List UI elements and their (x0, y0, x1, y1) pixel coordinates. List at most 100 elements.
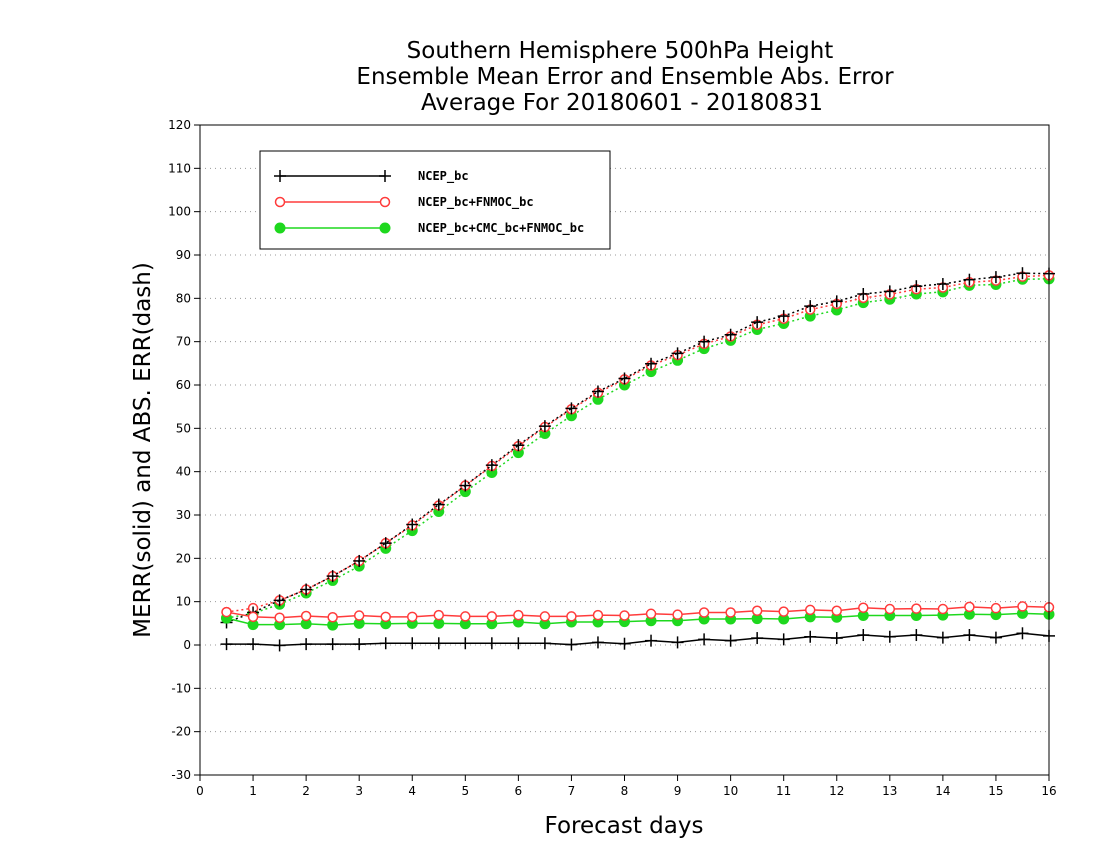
mean-error-point-ncep-bc (830, 632, 843, 645)
y-axis-label: MERR(solid) and ABS. ERR(dash) (130, 262, 156, 638)
mean-error-point-ncep-bc-fnmoc-bc (964, 601, 975, 613)
y-tick-label: -10 (171, 681, 191, 695)
x-tick-label: 4 (408, 784, 416, 798)
legend-marker (379, 196, 391, 208)
mean-error-point-ncep-bc-fnmoc-bc (911, 603, 922, 614)
y-tick-label: 20 (176, 551, 191, 565)
mean-error-series (220, 601, 1055, 652)
mean-error-point-ncep-bc (591, 636, 604, 649)
mean-error-point-ncep-bc (406, 637, 419, 650)
abs-error-point-ncep-bc (300, 583, 313, 596)
abs-error-point-ncep-bc (910, 280, 923, 293)
mean-error-point-ncep-bc (645, 634, 658, 647)
legend-marker (274, 222, 286, 234)
legend-item-ncep-bc-fnmoc-bc: NCEP_bc+FNMOC_bc (274, 195, 534, 210)
abs-error-point-ncep-bc (830, 295, 843, 308)
mean-error-point-ncep-bc-fnmoc-bc (513, 609, 524, 621)
mean-error-point-ncep-bc (724, 634, 737, 647)
mean-error-point-ncep-bc (883, 630, 896, 643)
abs-error-point-ncep-bc (273, 594, 286, 607)
y-tick-label: 40 (176, 465, 191, 479)
mean-error-point-ncep-bc-fnmoc-bc (804, 604, 816, 616)
x-tick-label: 15 (988, 784, 1003, 798)
mean-error-point-ncep-bc-fnmoc-bc (937, 603, 949, 615)
abs-error-point-ncep-bc (724, 328, 737, 341)
mean-error-point-ncep-bc (273, 639, 286, 652)
abs-error-point-ncep-bc (406, 518, 419, 531)
abs-error-point-ncep-bc (591, 385, 604, 398)
mean-error-point-ncep-bc-fnmoc-bc (300, 610, 312, 622)
y-tick-label: 50 (176, 421, 191, 435)
abs-error-point-ncep-bc (645, 357, 658, 370)
x-tick-label: 1 (249, 784, 257, 798)
abs-error-point-ncep-bc (936, 278, 949, 291)
mean-error-point-ncep-bc-fnmoc-bc (566, 611, 577, 622)
chart-title-line-1: Southern Hemisphere 500hPa Height (407, 38, 834, 64)
mean-error-point-ncep-bc-fnmoc-bc (592, 609, 604, 621)
abs-error-point-ncep-bc (1016, 267, 1029, 280)
mean-error-point-ncep-bc (379, 637, 392, 650)
y-tick-label: 60 (176, 378, 191, 392)
mean-error-point-ncep-bc-fnmoc-bc (990, 602, 1002, 614)
x-tick-label: 7 (568, 784, 576, 798)
mean-error-point-ncep-bc (247, 638, 260, 651)
y-tick-label: 10 (176, 595, 191, 609)
abs-error-point-ncep-bc (353, 554, 366, 567)
mean-error-point-ncep-bc-fnmoc-bc (751, 605, 763, 617)
abs-error-point-ncep-bc (459, 479, 472, 492)
mean-error-point-ncep-bc-fnmoc-bc (1017, 601, 1028, 612)
abs-error-point-ncep-bc (804, 300, 817, 313)
abs-error-line-ncep-bc (226, 272, 1050, 624)
x-tick-label: 13 (882, 784, 897, 798)
mean-error-point-ncep-bc (432, 637, 445, 650)
mean-error-point-ncep-bc-fnmoc-bc (407, 611, 418, 623)
y-tick-label: 0 (183, 638, 191, 652)
abs-error-point-ncep-bc (698, 335, 711, 348)
mean-error-point-ncep-bc (220, 638, 233, 651)
x-tick-label: 5 (461, 784, 469, 798)
y-tick-label: 30 (176, 508, 191, 522)
legend-marker (379, 222, 391, 234)
mean-error-point-ncep-bc-fnmoc-bc (247, 611, 259, 623)
mean-error-point-ncep-bc (565, 638, 578, 651)
mean-error-point-ncep-bc (751, 632, 764, 645)
abs-error-series (220, 267, 1055, 629)
mean-error-point-ncep-bc-fnmoc-bc (353, 610, 365, 621)
x-tick-label: 11 (776, 784, 791, 798)
mean-error-point-ncep-bc (989, 631, 1002, 644)
y-tick-label: 100 (168, 205, 191, 219)
mean-error-point-ncep-bc-fnmoc-bc (619, 610, 630, 621)
legend-marker (274, 170, 286, 182)
legend: NCEP_bc NCEP_bc+FNMOC_bc NCEP_bc+CMC_bc+FN… (259, 150, 611, 250)
abs-error-point-ncep-bc (618, 372, 631, 385)
mean-error-point-ncep-bc (910, 629, 923, 642)
abs-error-point-ncep-bc (326, 570, 339, 583)
mean-error-point-ncep-bc-fnmoc-bc (221, 606, 232, 618)
abs-error-point-ncep-bc (485, 459, 498, 472)
mean-error-point-ncep-bc (512, 637, 525, 650)
x-tick-label: 9 (674, 784, 682, 798)
abs-error-point-ncep-bc (963, 273, 976, 286)
mean-error-point-ncep-bc-fnmoc-bc (645, 608, 657, 620)
x-tick-label: 8 (621, 784, 629, 798)
abs-error-point-ncep-bc (857, 288, 870, 300)
legend-label: NCEP_bc+FNMOC_bc (418, 195, 534, 210)
legend-item-ncep-bc-cmc-bc-fnmoc-bc: NCEP_bc+CMC_bc+FNMOC_bc (274, 221, 584, 236)
x-tick-label: 2 (302, 784, 310, 798)
chart-title-line-2: Ensemble Mean Error and Ensemble Abs. Er… (356, 64, 894, 90)
y-axis-ticks: -30 -20 -10 0 10 20 30 40 50 60 70 80 90 100 110 120 (168, 118, 200, 782)
mean-error-point-ncep-bc (459, 637, 472, 650)
abs-error-point-ncep-bc (512, 439, 525, 452)
y-tick-label: 90 (176, 248, 191, 262)
mean-error-point-ncep-bc (300, 638, 313, 651)
mean-error-point-ncep-bc (671, 636, 684, 649)
abs-error-line-ncep-bc-cmc-bc-fnmoc-bc (226, 278, 1050, 619)
mean-error-point-ncep-bc-fnmoc-bc (672, 609, 683, 620)
legend-item-ncep-bc: NCEP_bc (274, 169, 469, 184)
mean-error-point-ncep-bc-fnmoc-bc (380, 611, 391, 623)
mean-error-point-ncep-bc-fnmoc-bc (698, 607, 710, 618)
y-tick-label: -20 (171, 725, 191, 739)
abs-error-point-ncep-bc (989, 271, 1002, 284)
abs-error-line-ncep-bc-fnmoc-bc (226, 274, 1050, 613)
